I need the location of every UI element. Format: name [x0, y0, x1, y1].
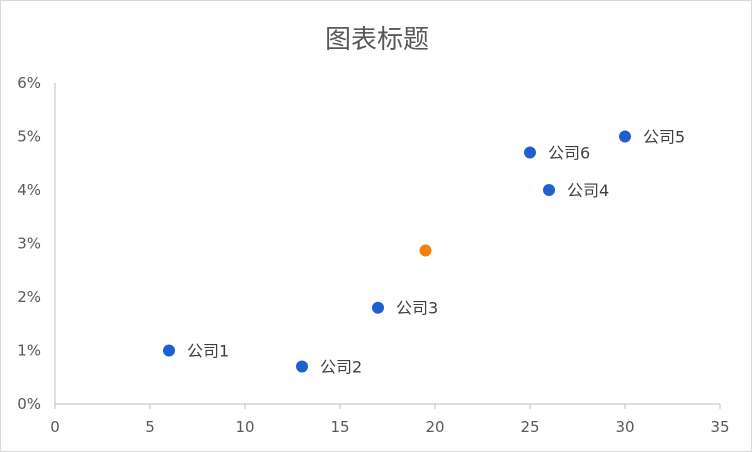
data-point	[163, 344, 175, 357]
data-point	[543, 184, 555, 196]
y-tick-label: 1%	[17, 342, 41, 360]
data-label: 公司3	[396, 299, 438, 318]
data-labels: 公司1 公司2 公司3 公司4 公司5 公司6	[187, 128, 685, 377]
data-point	[296, 360, 308, 373]
data-points	[163, 130, 631, 373]
x-tick-label: 35	[710, 418, 729, 436]
x-tick-label: 5	[145, 418, 155, 436]
data-point	[524, 146, 536, 159]
y-tick-label: 0%	[17, 395, 41, 413]
chart-title: 图表标题	[325, 25, 429, 55]
x-tick-label: 30	[615, 418, 634, 436]
data-point	[619, 130, 631, 143]
y-tick-label: 2%	[17, 288, 41, 306]
x-tick-label: 15	[330, 418, 349, 436]
y-tick-label: 6%	[17, 74, 41, 92]
data-point	[372, 301, 384, 314]
x-tick-label: 0	[50, 418, 60, 436]
data-label: 公司4	[567, 181, 609, 200]
y-tick-label: 3%	[17, 235, 41, 253]
data-label: 公司5	[643, 128, 685, 147]
y-tick-label: 5%	[17, 128, 41, 146]
x-tick-label: 10	[235, 418, 254, 436]
x-tick-label: 20	[425, 418, 444, 436]
y-tick-labels: 0% 1% 2% 3% 4% 5% 6%	[17, 74, 41, 413]
y-tick-label: 4%	[17, 181, 41, 199]
data-label: 公司6	[548, 144, 590, 163]
x-tick-labels: 0 5 10 15 20 25 30 35	[50, 404, 730, 436]
data-point	[419, 244, 432, 257]
x-tick-label: 25	[520, 418, 539, 436]
data-label: 公司1	[187, 342, 229, 361]
data-label: 公司2	[320, 358, 362, 377]
